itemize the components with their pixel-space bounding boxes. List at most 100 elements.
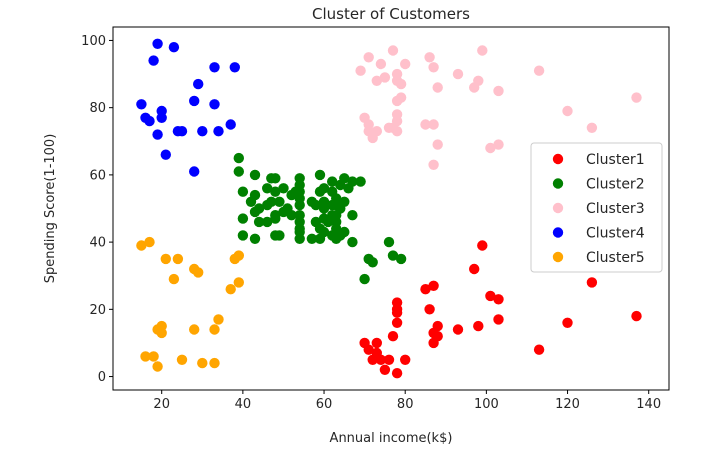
- point-cluster4: [160, 149, 171, 160]
- point-cluster1: [493, 314, 504, 325]
- point-cluster4: [176, 126, 188, 137]
- point-cluster2: [359, 273, 370, 285]
- point-cluster3: [371, 75, 382, 87]
- point-cluster5: [156, 327, 167, 339]
- point-cluster2: [327, 176, 338, 187]
- x-tick-label: 20: [153, 397, 170, 412]
- point-cluster3: [387, 45, 399, 56]
- y-tick-label: 80: [89, 101, 106, 116]
- point-cluster2: [262, 216, 273, 228]
- legend-label: Cluster4: [586, 226, 645, 242]
- point-cluster5: [193, 267, 204, 278]
- point-cluster3: [400, 58, 411, 70]
- point-cluster5: [152, 361, 163, 372]
- point-cluster2: [347, 210, 358, 221]
- point-cluster1: [631, 310, 642, 322]
- point-cluster5: [172, 253, 184, 265]
- point-cluster3: [424, 52, 435, 63]
- point-cluster2: [339, 226, 350, 238]
- legend-label: Cluster2: [586, 177, 645, 193]
- point-cluster2: [249, 169, 261, 181]
- point-cluster1: [562, 317, 573, 328]
- point-cluster2: [278, 183, 289, 194]
- point-cluster5: [209, 357, 220, 369]
- point-cluster3: [533, 65, 545, 76]
- point-cluster1: [391, 304, 403, 315]
- point-cluster3: [432, 82, 443, 93]
- point-cluster2: [253, 203, 265, 214]
- point-cluster1: [477, 240, 488, 251]
- point-cluster3: [452, 68, 464, 80]
- point-cluster3: [428, 159, 439, 170]
- point-cluster4: [225, 119, 236, 130]
- point-cluster2: [237, 186, 249, 197]
- point-cluster3: [493, 139, 504, 150]
- x-tick-label: 60: [316, 397, 333, 412]
- point-cluster5: [225, 284, 236, 295]
- point-cluster2: [233, 152, 244, 164]
- point-cluster2: [294, 226, 305, 238]
- point-cluster3: [371, 126, 382, 137]
- point-cluster3: [395, 92, 407, 103]
- point-cluster2: [347, 236, 358, 248]
- y-axis-label: Spending Score(1-100): [43, 134, 58, 284]
- point-cluster3: [395, 78, 407, 90]
- point-cluster2: [355, 176, 366, 187]
- point-cluster5: [168, 273, 180, 285]
- point-cluster3: [493, 85, 504, 97]
- point-cluster3: [428, 62, 439, 73]
- point-cluster1: [383, 354, 395, 365]
- point-cluster2: [253, 216, 265, 228]
- y-tick-label: 100: [81, 34, 106, 49]
- point-cluster2: [306, 233, 318, 244]
- point-cluster1: [485, 290, 496, 302]
- point-cluster5: [233, 277, 244, 288]
- point-cluster2: [294, 173, 305, 184]
- point-cluster2: [310, 199, 322, 211]
- point-cluster4: [213, 126, 224, 137]
- point-cluster1: [428, 280, 439, 291]
- point-cluster1: [493, 294, 504, 305]
- point-cluster2: [383, 236, 395, 248]
- point-cluster2: [314, 169, 326, 181]
- point-cluster1: [452, 324, 464, 335]
- x-tick-label: 100: [474, 397, 499, 412]
- point-cluster2: [274, 230, 285, 241]
- point-cluster2: [270, 213, 281, 224]
- point-cluster4: [209, 99, 220, 110]
- x-axis-ticks: 20 40 60 80 100 120 140: [153, 390, 661, 412]
- point-cluster1: [363, 344, 374, 355]
- point-cluster1: [432, 331, 443, 342]
- point-cluster1: [473, 320, 484, 332]
- x-tick-label: 40: [235, 397, 252, 412]
- point-cluster5: [140, 351, 151, 362]
- legend: Cluster1 Cluster2 Cluster3 Cluster4 Cluster5: [530, 142, 663, 273]
- point-cluster3: [391, 109, 403, 120]
- legend-label: Cluster5: [586, 250, 645, 266]
- point-cluster4: [152, 38, 163, 49]
- point-cluster1: [387, 331, 399, 342]
- point-cluster2: [237, 230, 249, 241]
- legend-box: [530, 142, 663, 273]
- point-cluster3: [631, 92, 642, 103]
- legend-label: Cluster3: [586, 201, 645, 217]
- point-cluster5: [136, 240, 147, 251]
- point-cluster1: [533, 344, 545, 355]
- y-tick-label: 0: [98, 370, 106, 385]
- point-cluster4: [209, 62, 220, 73]
- point-cluster2: [270, 173, 281, 184]
- point-cluster3: [391, 126, 403, 137]
- point-cluster4: [136, 99, 147, 110]
- x-tick-label: 120: [555, 397, 580, 412]
- point-cluster2: [274, 196, 285, 207]
- point-cluster4: [193, 78, 204, 90]
- y-axis-ticks: 0 20 40 60 80 100: [81, 34, 113, 385]
- point-cluster2: [387, 250, 399, 261]
- point-cluster1: [420, 284, 431, 295]
- point-cluster2: [395, 253, 407, 265]
- y-tick-label: 40: [89, 236, 106, 251]
- point-cluster3: [562, 105, 573, 117]
- point-cluster5: [209, 324, 220, 335]
